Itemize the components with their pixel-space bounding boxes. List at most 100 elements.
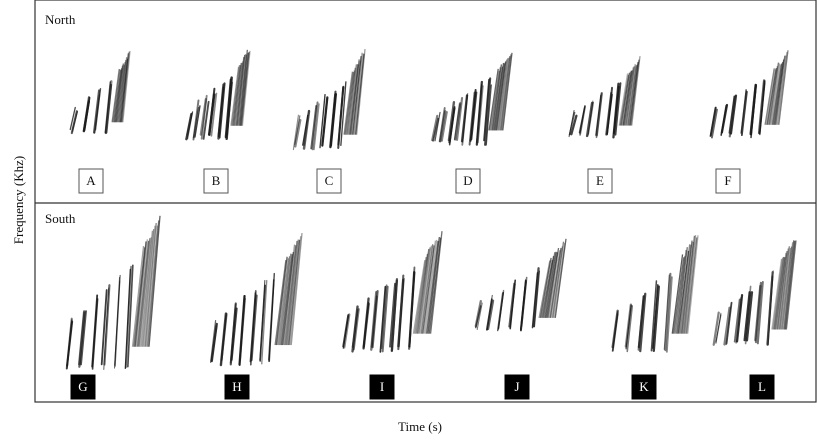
- syllable: [311, 101, 319, 151]
- note: [783, 240, 795, 330]
- syllable: [230, 307, 238, 361]
- note: [289, 236, 302, 346]
- syllable: [485, 298, 493, 331]
- syllable: [342, 313, 351, 349]
- specimen-label: H: [232, 379, 241, 394]
- note: [548, 250, 561, 319]
- note: [235, 56, 245, 126]
- note: [773, 256, 785, 330]
- note: [629, 61, 639, 126]
- note: [777, 52, 788, 125]
- note: [285, 240, 298, 346]
- note: [352, 56, 362, 135]
- note: [772, 62, 784, 125]
- spectrogram: [209, 232, 303, 367]
- syllable: [519, 280, 527, 332]
- note: [501, 54, 512, 131]
- syllable: [125, 265, 132, 369]
- syllable: [749, 83, 757, 135]
- note: [232, 62, 242, 126]
- syllable: [80, 310, 87, 366]
- syllable: [127, 264, 134, 368]
- note: [766, 68, 777, 125]
- syllable: [321, 97, 329, 147]
- label-box: [504, 374, 530, 400]
- syllable: [310, 104, 318, 150]
- syllable: [477, 85, 484, 144]
- syllable: [217, 86, 225, 138]
- specimen-label: F: [724, 173, 731, 188]
- note: [239, 49, 249, 126]
- note: [621, 71, 632, 126]
- note: [490, 67, 501, 131]
- note: [121, 51, 130, 123]
- note: [354, 53, 364, 135]
- note: [544, 251, 557, 319]
- specimen-label: J: [514, 379, 519, 394]
- syllable: [439, 110, 447, 143]
- specimen-label: D: [463, 173, 472, 188]
- label-box: [631, 374, 657, 400]
- note: [772, 257, 784, 330]
- syllable: [192, 106, 200, 139]
- note: [145, 225, 159, 347]
- syllable: [652, 285, 660, 352]
- syllable: [434, 111, 441, 142]
- note: [427, 236, 441, 334]
- note: [147, 220, 160, 347]
- syllable: [390, 278, 399, 352]
- label-box: [224, 374, 250, 400]
- syllable: [207, 93, 216, 136]
- syllable: [757, 79, 766, 135]
- syllable: [468, 91, 476, 146]
- note: [344, 71, 355, 135]
- note: [780, 247, 792, 330]
- note: [230, 66, 240, 126]
- syllable: [663, 274, 670, 350]
- syllable: [710, 108, 718, 139]
- syllable: [666, 276, 673, 353]
- syllable: [476, 302, 483, 331]
- note: [281, 251, 294, 346]
- syllable: [625, 304, 632, 350]
- syllable: [340, 81, 347, 146]
- syllable: [91, 294, 99, 368]
- syllable: [456, 96, 464, 141]
- note: [120, 53, 129, 123]
- note: [345, 70, 355, 135]
- syllable: [224, 78, 232, 139]
- note: [784, 240, 796, 330]
- note: [678, 244, 691, 334]
- syllable: [453, 102, 462, 141]
- note: [343, 71, 354, 135]
- label-box: [78, 168, 104, 194]
- note: [496, 59, 508, 131]
- note: [502, 52, 513, 131]
- syllable: [568, 111, 576, 136]
- specimen-label: C: [325, 173, 334, 188]
- note: [553, 242, 566, 318]
- note: [771, 63, 783, 125]
- note: [416, 248, 430, 334]
- note: [782, 242, 794, 330]
- note: [144, 223, 157, 347]
- note: [681, 240, 693, 334]
- note: [422, 245, 435, 334]
- note: [540, 259, 553, 319]
- syllable: [664, 272, 672, 352]
- syllable: [186, 112, 193, 136]
- syllable: [611, 309, 619, 349]
- note: [354, 53, 365, 135]
- note: [550, 246, 563, 318]
- note: [768, 62, 780, 125]
- syllable: [103, 287, 110, 371]
- syllable: [595, 93, 603, 139]
- syllable: [715, 314, 722, 344]
- panel-label: North: [45, 12, 76, 27]
- note: [415, 253, 429, 334]
- note: [280, 254, 293, 346]
- note: [429, 231, 443, 334]
- spectrogram: [712, 240, 797, 346]
- note: [770, 64, 782, 125]
- syllable: [745, 291, 754, 342]
